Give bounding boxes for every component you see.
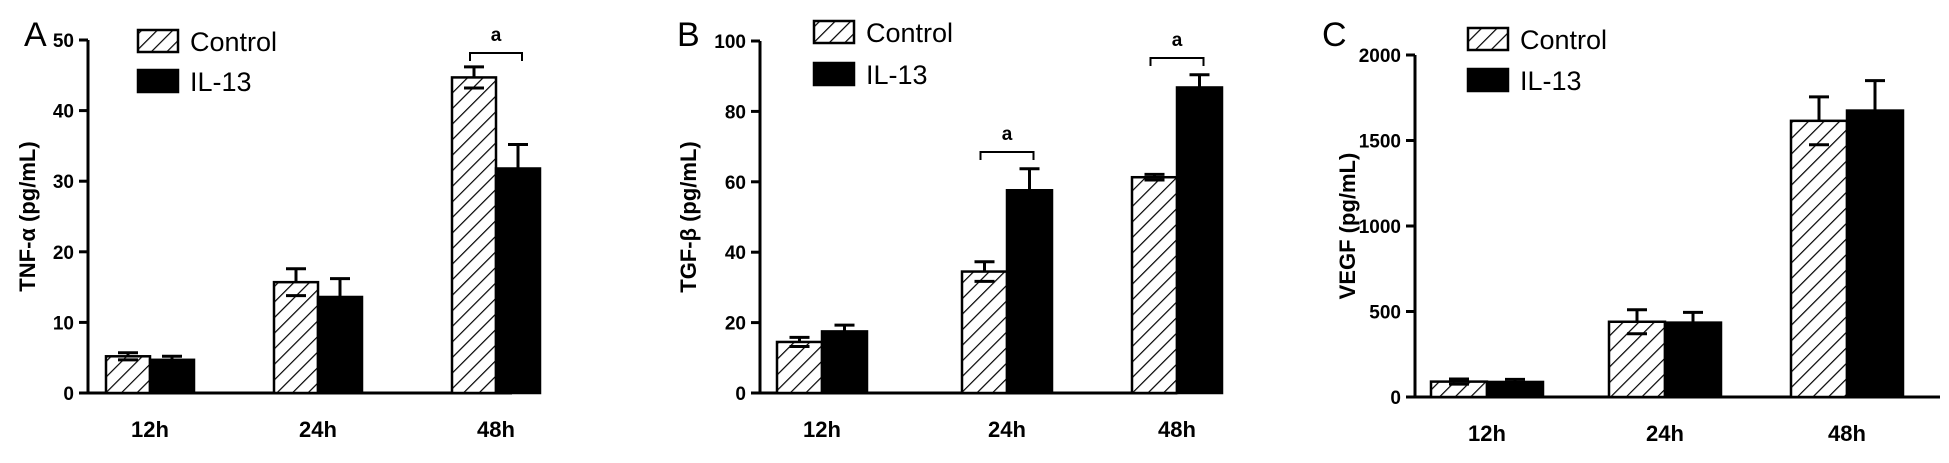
bar-il13 [494,167,542,395]
legend-label: Control [1520,25,1607,55]
x-category-label: 24h [299,417,337,442]
legend-swatch [1466,26,1510,52]
y-tick-label: 0 [735,384,746,405]
significance-bracket [469,52,523,61]
bar-control [104,355,152,395]
bar-control [1789,119,1849,399]
chart-panel-a: A 0 10 20 30 40 50 TNF-α (pg/mL) 12h 24h 48h a Contr… [15,16,542,442]
legend-label: Control [190,27,277,57]
y-tick-label: 1500 [1359,132,1401,153]
y-axis-title: TGF-β (pg/mL) [676,141,701,293]
panel-letter: B [677,16,700,54]
significance-bracket [979,151,1035,160]
y-tick-label: 40 [725,243,746,264]
legend-swatch [136,28,180,54]
x-category-label: 48h [1828,421,1866,446]
bar-il13 [316,295,364,395]
y-tick-label: 0 [63,384,74,405]
significance-label: a [1172,30,1183,51]
bar-il13 [1005,188,1054,395]
chart-panel-c: C 0 500 1000 1500 2000 VEGF (pg/mL) 12h 24h 48h Co… [1322,16,1940,446]
y-tick-label: 2000 [1359,46,1401,67]
bar-il13 [148,358,196,395]
x-category-label: 48h [477,417,515,442]
panel-letter: A [24,16,47,54]
x-category-label: 12h [1468,421,1506,446]
legend-label: IL-13 [866,60,928,90]
bar-il13 [1845,109,1905,399]
legend-swatch [136,68,180,94]
y-tick-label: 1000 [1359,217,1401,238]
y-tick-label: 10 [53,313,74,334]
bar-control [450,76,498,395]
x-category-label: 12h [131,417,169,442]
legend-label: IL-13 [1520,66,1582,96]
legend-swatch [812,19,856,45]
y-tick-label: 80 [725,102,746,123]
bar-il13 [820,330,869,395]
y-tick-label: 40 [53,102,74,123]
bar-il13 [1663,321,1723,399]
y-tick-label: 20 [725,314,746,335]
significance-label: a [1002,124,1013,145]
y-tick-label: 500 [1369,303,1401,324]
y-tick-label: 50 [53,31,74,52]
bar-control [960,270,1009,395]
legend-label: IL-13 [190,67,252,97]
bar-control [272,280,320,395]
significance-label: a [491,25,502,46]
y-tick-label: 30 [53,172,74,193]
x-category-label: 24h [1646,421,1684,446]
bar-il13 [1485,380,1545,399]
legend-swatch [812,61,856,87]
bar-il13 [1175,86,1224,395]
bar-control [775,340,824,395]
y-axis-title: TNF-α (pg/mL) [15,141,40,291]
y-tick-label: 100 [714,32,746,53]
y-tick-label: 60 [725,173,746,194]
y-axis-title: VEGF (pg/mL) [1335,153,1360,300]
x-category-label: 48h [1158,417,1196,442]
significance-bracket [1149,57,1205,66]
chart-panel-b: B 0 20 40 60 80 100 TGF-β (pg/mL) 12h 24h 48h a a Con… [676,16,1224,442]
legend-label: Control [866,18,953,48]
legend-swatch [1466,67,1510,93]
y-tick-label: 0 [1390,388,1401,409]
x-category-label: 12h [803,417,841,442]
y-tick-label: 20 [53,243,74,264]
x-category-label: 24h [988,417,1026,442]
panel-letter: C [1322,16,1347,54]
bar-control [1130,175,1179,395]
